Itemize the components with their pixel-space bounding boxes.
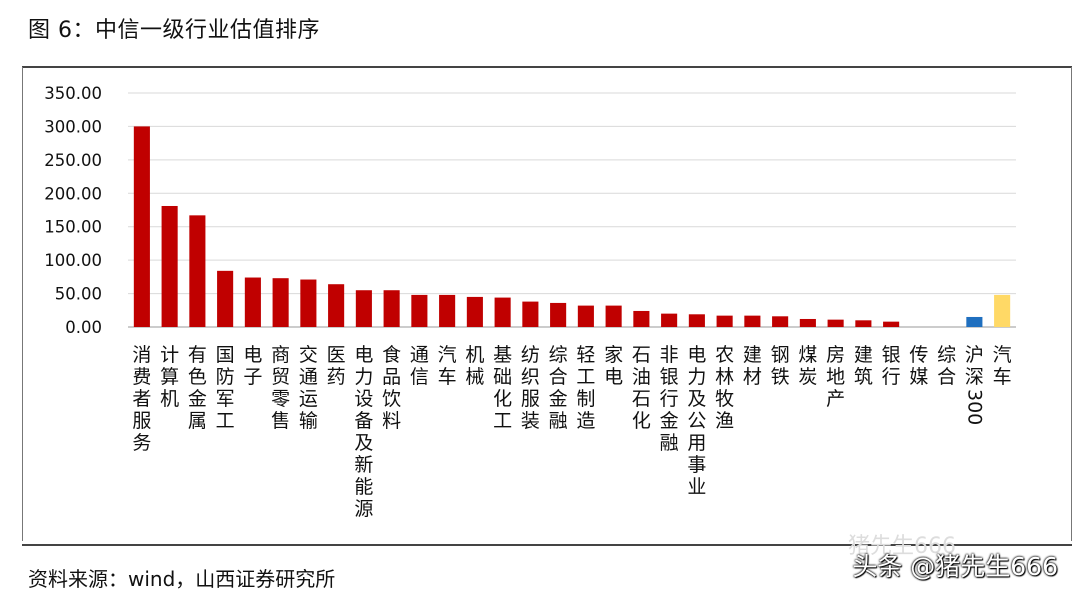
- x-tick-label: 建筑: [854, 344, 873, 388]
- bar-有色金属: [189, 215, 206, 327]
- x-tick-label: 房地产: [826, 344, 845, 410]
- bar-通信: [411, 294, 428, 327]
- top-rule: [22, 66, 1072, 68]
- bar-电子: [244, 277, 261, 327]
- bar-基础化工: [494, 297, 511, 327]
- bar-电力及公用事业: [688, 314, 705, 327]
- x-axis-ticks: 消费者服务计算机有色金属国防军工电子商贸零售交通运输医药电力设备及新能源食品饮料…: [132, 344, 1011, 520]
- bar-轻工制造: [577, 305, 594, 327]
- bottom-rule: [22, 544, 1072, 546]
- x-tick-label: 纺织服装: [521, 344, 540, 432]
- y-tick-label: 350.00: [44, 84, 102, 103]
- watermark-faint: 猪先生666: [848, 534, 956, 559]
- x-tick-label: 交通运输: [299, 344, 318, 432]
- bar-沪深300: [966, 316, 983, 327]
- x-tick-label-digits: 300: [963, 389, 985, 425]
- bar-家电: [605, 305, 622, 327]
- bar-汽车: [994, 294, 1011, 327]
- bar-食品饮料: [383, 290, 400, 327]
- x-tick-label: 食品饮料: [382, 344, 401, 432]
- y-tick-label: 50.00: [55, 285, 102, 304]
- x-tick-label: 家电: [604, 344, 623, 388]
- bar-非银行金融: [661, 313, 678, 327]
- x-tick-label: 电子: [243, 344, 262, 388]
- figure-title: 图 6：中信一级行业估值排序: [28, 18, 320, 43]
- x-tick-label: 商贸零售: [271, 344, 290, 432]
- bar-石油石化: [633, 310, 650, 327]
- bar-汽车: [439, 294, 456, 327]
- x-tick-label: 国防军工: [216, 344, 235, 432]
- x-tick-label: 计算机: [160, 344, 179, 410]
- x-tick-label: 有色金属: [188, 344, 207, 432]
- y-axis-ticks: 0.00 50.00 100.00 150.00 200.00 250.00 300.00 3…: [44, 84, 102, 337]
- y-tick-label: 150.00: [44, 218, 102, 237]
- x-tick-label: 综合金融: [549, 344, 568, 432]
- x-tick-label: 电力设备及新能源: [354, 344, 373, 520]
- bar-商贸零售: [272, 278, 289, 327]
- bar-计算机: [161, 205, 178, 327]
- x-tick-label: 综合: [937, 344, 956, 388]
- x-tick-label: 沪深: [965, 344, 984, 388]
- x-tick-label: 汽车: [993, 344, 1012, 388]
- chart-frame: [22, 67, 1072, 541]
- bar-消费者服务: [133, 126, 150, 327]
- y-tick-label: 0.00: [65, 318, 102, 337]
- bar-机械: [466, 296, 483, 327]
- y-tick-label: 300.00: [44, 117, 102, 136]
- x-tick-label: 医药: [327, 344, 346, 388]
- bar-银行: [883, 321, 900, 327]
- x-tick-label: 电力及公用事业: [687, 344, 706, 498]
- x-tick-label: 非银行金融: [660, 344, 679, 454]
- x-tick-label: 建材: [743, 344, 762, 388]
- y-tick-label: 250.00: [44, 151, 102, 170]
- x-tick-label: 银行: [882, 344, 901, 388]
- x-tick-label: 机械: [465, 344, 484, 388]
- bars: [133, 126, 1011, 327]
- x-tick-label: 基础化工: [493, 344, 512, 432]
- bar-医药: [328, 284, 345, 327]
- x-tick-label: 石油石化: [632, 344, 651, 432]
- bar-交通运输: [300, 279, 317, 327]
- source-note: 资料来源：wind，山西证券研究所: [28, 567, 336, 591]
- x-tick-label: 钢铁: [771, 344, 790, 388]
- y-tick-label: 200.00: [44, 184, 102, 203]
- bar-纺织服装: [522, 301, 539, 327]
- y-tick-label: 100.00: [44, 251, 102, 270]
- x-tick-label: 汽车: [438, 344, 457, 388]
- bar-煤炭: [799, 318, 816, 327]
- bar-钢铁: [772, 316, 789, 327]
- x-tick-label: 煤炭: [798, 344, 817, 388]
- x-tick-label: 传媒: [909, 344, 928, 388]
- grid-lines: [128, 92, 1016, 328]
- bar-农林牧渔: [716, 315, 733, 327]
- watermark: 头条 @猪先生666: [852, 552, 1058, 581]
- x-tick-label: 农林牧渔: [715, 344, 734, 432]
- bar-建材: [744, 315, 761, 327]
- bar-电力设备及新能源: [355, 290, 372, 327]
- x-tick-label: 通信: [410, 344, 429, 388]
- bar-国防军工: [217, 270, 234, 327]
- bar-建筑: [855, 320, 872, 327]
- bar-房地产: [827, 319, 844, 327]
- x-tick-label: 消费者服务: [132, 344, 151, 454]
- x-tick-label: 轻工制造: [576, 344, 595, 432]
- bar-综合金融: [550, 302, 567, 327]
